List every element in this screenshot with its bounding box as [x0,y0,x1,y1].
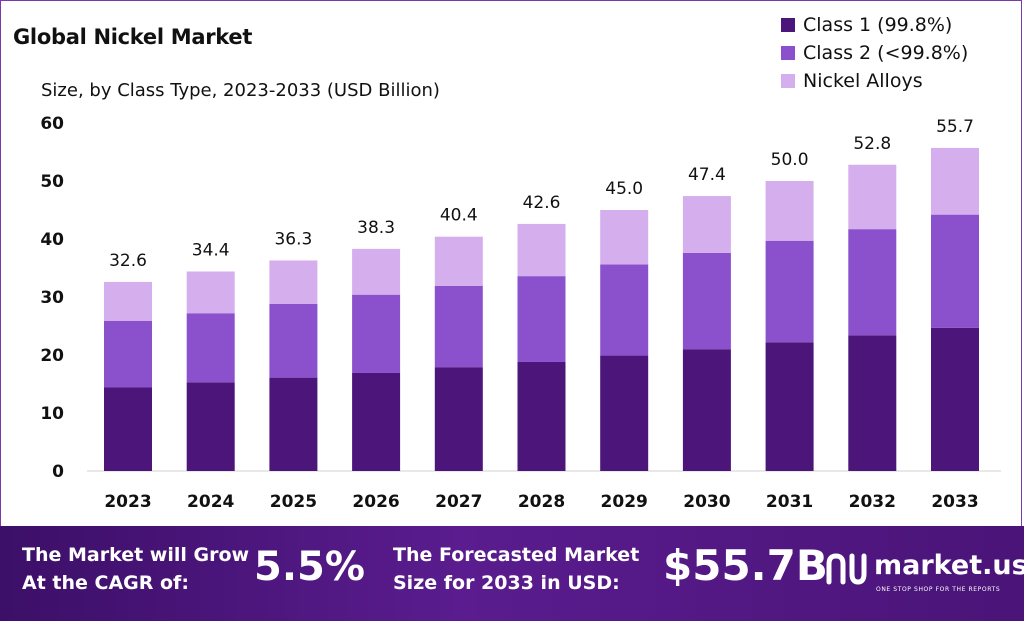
bar-segment-class1-2033 [931,327,979,471]
bar-segment-alloys-2031 [765,181,814,241]
bar-segment-class2-2024 [186,313,235,383]
bar-segment-class1-2028 [517,361,566,471]
bar-segment-class1-2023 [104,387,152,471]
x-tick-label: 2026 [352,492,399,512]
bar-segment-class1-2030 [682,349,731,471]
bar-segment-alloys-2032 [848,164,897,230]
y-tick-label: 40 [40,230,64,250]
bar-segment-alloys-2026 [352,248,401,295]
y-tick-label: 0 [52,462,64,482]
x-tick-label: 2027 [435,492,482,512]
bar-segment-class2-2030 [682,252,731,350]
forecast-label-line1: The Forecasted Market [393,544,640,566]
x-tick-label: 2028 [518,492,565,512]
forecast-label-line2: Size for 2033 in USD: [393,572,620,594]
bar-segment-class1-2024 [186,382,235,471]
legend-label-alloys: Nickel Alloys [803,70,923,92]
y-tick-label: 10 [40,404,64,424]
bar-segment-class2-2028 [517,276,566,362]
bar-segment-alloys-2027 [434,236,483,286]
y-tick-label: 60 [40,114,64,134]
bar-segment-class1-2026 [352,372,401,471]
bar-segment-class1-2025 [269,377,318,471]
bar-segment-class2-2029 [600,264,649,356]
market-us-logo: market.us ONE STOP SHOP FOR THE REPORTS [826,548,1024,598]
bar-total-label: 45.0 [605,179,643,199]
bar-total-label: 50.0 [771,150,809,170]
y-tick-label: 50 [40,172,64,192]
bar-total-label: 32.6 [109,251,147,271]
market-us-logo-icon [826,553,867,585]
bar-segment-class1-2029 [600,355,649,471]
cagr-label-line2: At the CAGR of: [22,572,189,594]
legend-label-class1: Class 1 (99.8%) [803,14,953,36]
bar-segment-alloys-2024 [186,271,235,314]
chart-title: Global Nickel Market [13,25,253,49]
bar-segment-alloys-2023 [104,281,152,321]
legend-swatch-class1 [781,18,795,32]
bar-total-label: 52.8 [853,134,891,154]
forecast-value: $55.7B [663,541,828,590]
legend-label-class2: Class 2 (<99.8%) [803,42,969,64]
bar-segment-alloys-2030 [682,196,731,253]
bar-total-label: 40.4 [440,206,478,226]
cagr-label-line1: The Market will Grow [22,544,250,566]
bar-segment-class2-2033 [931,214,979,328]
bar-total-label: 34.4 [192,240,230,260]
bar-segment-class2-2026 [352,294,401,373]
logo-name: market.us [874,550,1024,581]
bar-segment-class2-2023 [104,320,152,388]
bar-segment-class1-2027 [434,367,483,471]
x-tick-label: 2023 [104,492,151,512]
bar-segment-alloys-2033 [931,147,979,215]
bar-total-label: 47.4 [688,165,726,185]
x-tick-label: 2029 [601,492,648,512]
legend-swatch-alloys [781,74,795,88]
bar-segment-alloys-2029 [600,210,649,265]
bar-total-label: 36.3 [274,229,312,249]
legend-swatch-class2 [781,46,795,60]
bar-total-label: 38.3 [357,218,395,238]
x-tick-label: 2033 [931,492,978,512]
bar-total-label: 55.7 [936,117,974,137]
bar-segment-class2-2031 [765,240,814,343]
bar-total-label: 42.6 [523,193,561,213]
legend: Class 1 (99.8%) Class 2 (<99.8%) Nickel … [781,11,968,95]
legend-item-alloys: Nickel Alloys [781,67,968,95]
cagr-value: 5.5% [254,544,365,590]
x-tick-label: 2030 [683,492,730,512]
logo-tagline: ONE STOP SHOP FOR THE REPORTS [876,586,1001,593]
bar-segment-class2-2025 [269,303,318,378]
stacked-bar-chart: 010203040506032.6202334.4202436.3202538.… [40,114,1001,512]
x-tick-label: 2032 [849,492,896,512]
bar-segment-class1-2031 [765,342,814,471]
bar-segment-class1-2032 [848,335,897,471]
bar-segment-class2-2032 [848,229,897,336]
x-tick-label: 2031 [766,492,813,512]
x-tick-label: 2024 [187,492,234,512]
x-tick-label: 2025 [270,492,317,512]
bar-segment-class2-2027 [434,285,483,368]
chart-subtitle: Size, by Class Type, 2023-2033 (USD Bill… [41,80,440,101]
y-tick-label: 20 [40,346,64,366]
y-tick-label: 30 [40,288,64,308]
legend-item-class1: Class 1 (99.8%) [781,11,968,39]
bar-segment-alloys-2025 [269,260,318,304]
summary-banner: The Market will Grow At the CAGR of: 5.5… [0,526,1024,621]
legend-item-class2: Class 2 (<99.8%) [781,39,968,67]
bar-segment-alloys-2028 [517,223,566,277]
